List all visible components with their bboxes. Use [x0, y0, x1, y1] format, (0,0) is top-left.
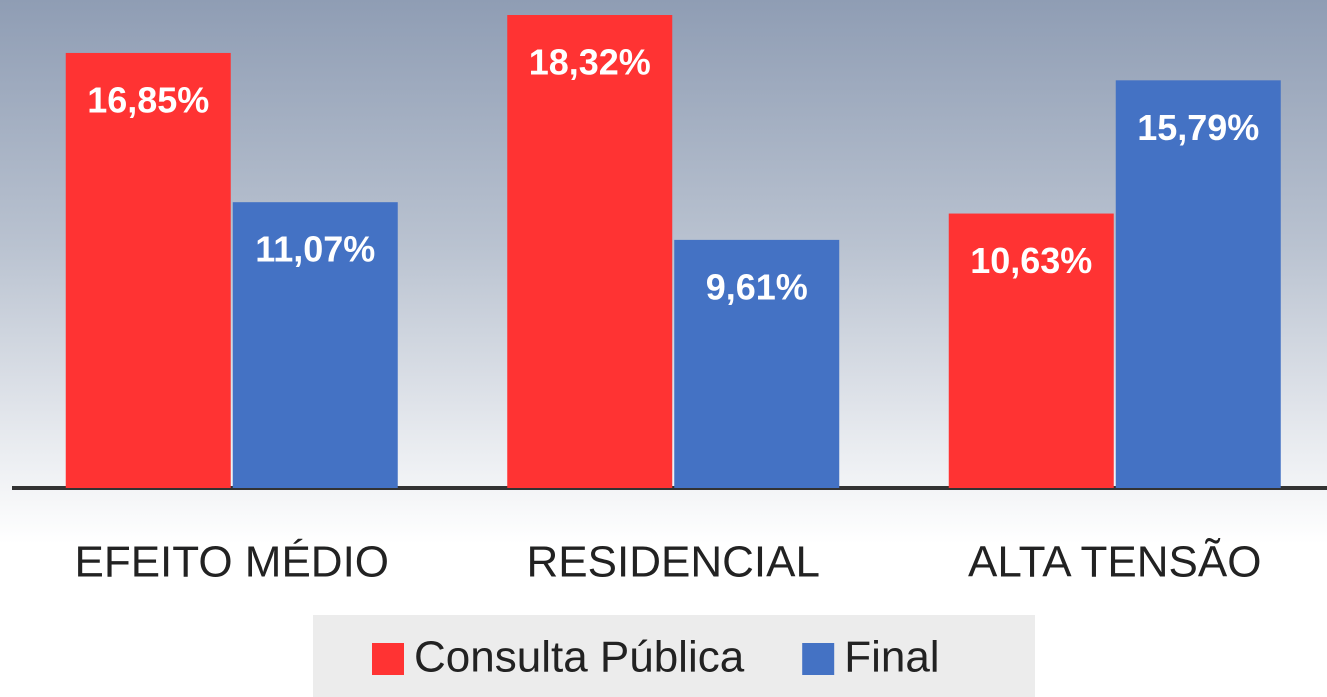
legend-label: Consulta Pública — [414, 633, 745, 682]
x-tick-label: EFEITO MÉDIO — [74, 538, 389, 587]
legend-swatch — [802, 643, 834, 675]
value-label: 16,85% — [87, 79, 209, 120]
value-label: 10,63% — [970, 240, 1092, 281]
page: {"chart_data": {"type": "bar", "categori… — [0, 0, 1327, 697]
value-label: 11,07% — [255, 229, 375, 270]
value-label: 15,79% — [1137, 107, 1259, 148]
value-label: 9,61% — [706, 266, 808, 307]
legend-label: Final — [844, 633, 939, 682]
bar — [507, 15, 672, 488]
chart: EFEITO MÉDIO 16,85% 11,07% RESIDENCIAL 18,32… — [0, 0, 1327, 697]
x-tick-label: RESIDENCIAL — [527, 538, 820, 587]
value-label: 18,32% — [529, 42, 651, 83]
x-tick-label: ALTA TENSÃO — [968, 537, 1261, 587]
legend-swatch — [372, 643, 404, 675]
